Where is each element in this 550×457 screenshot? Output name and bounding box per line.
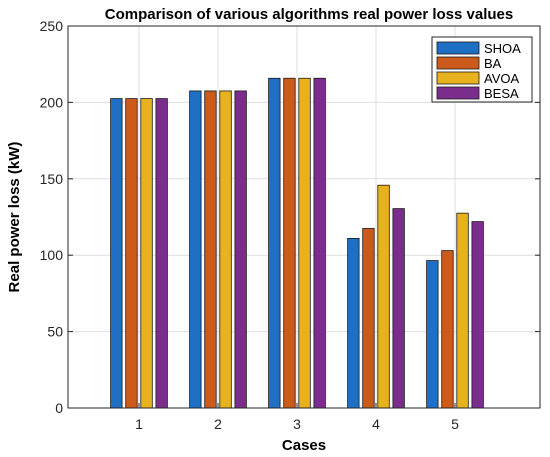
legend-label-shoa: SHOA [484,41,521,56]
bar-shoa-case-2 [189,90,202,409]
axes-frame [67,25,541,409]
bar-besa-case-5 [471,221,484,409]
y-tick-label: 150 [40,171,64,187]
x-tick-label: 4 [372,416,380,432]
x-axis-ticks: 1 2 3 4 5 [135,403,459,432]
y-axis-ticks: 0 50 100 150 200 250 [40,18,540,416]
bar-shoa-case-3 [268,77,281,409]
chart-title: Comparison of various algorithms real po… [105,6,513,23]
legend-swatch-ba [436,56,480,70]
bar-avoa-case-3 [298,77,311,409]
bar-besa-case-3 [313,77,326,409]
legend-label-avoa: AVOA [484,71,519,86]
bar-besa-case-1 [155,98,168,409]
x-axis-label: Cases [282,437,326,454]
bar-ba-case-3 [283,77,296,409]
legend-label-besa: BESA [484,86,519,101]
bar-shoa-case-5 [426,260,439,409]
bar-avoa-case-1 [140,98,153,409]
bar-shoa-case-4 [347,237,360,409]
legend-label-ba: BA [484,56,502,71]
legend-swatch-shoa [436,41,480,55]
legend-swatch-avoa [436,71,480,85]
bar-shoa-case-1 [110,98,123,409]
bar-avoa-case-2 [219,90,232,409]
bar-ba-case-1 [125,98,138,409]
y-tick-label: 200 [40,94,64,110]
bar-besa-case-4 [392,208,405,409]
y-tick-label: 0 [55,400,63,416]
y-tick-label: 50 [47,324,63,340]
bars [110,77,484,409]
x-tick-label: 2 [214,416,222,432]
bar-ba-case-5 [441,250,454,409]
bar-besa-case-2 [234,90,247,409]
x-tick-label: 3 [293,416,301,432]
y-tick-label: 100 [40,247,64,263]
x-tick-label: 1 [135,416,143,432]
y-tick-label: 250 [40,18,64,34]
bar-avoa-case-5 [456,212,469,409]
x-tick-label: 5 [451,416,459,432]
bar-ba-case-4 [362,228,375,409]
legend-swatch-besa [436,86,480,100]
bar-avoa-case-4 [377,184,390,409]
bar-ba-case-2 [204,90,217,409]
y-axis-label: Real power loss (kW) [6,142,23,293]
